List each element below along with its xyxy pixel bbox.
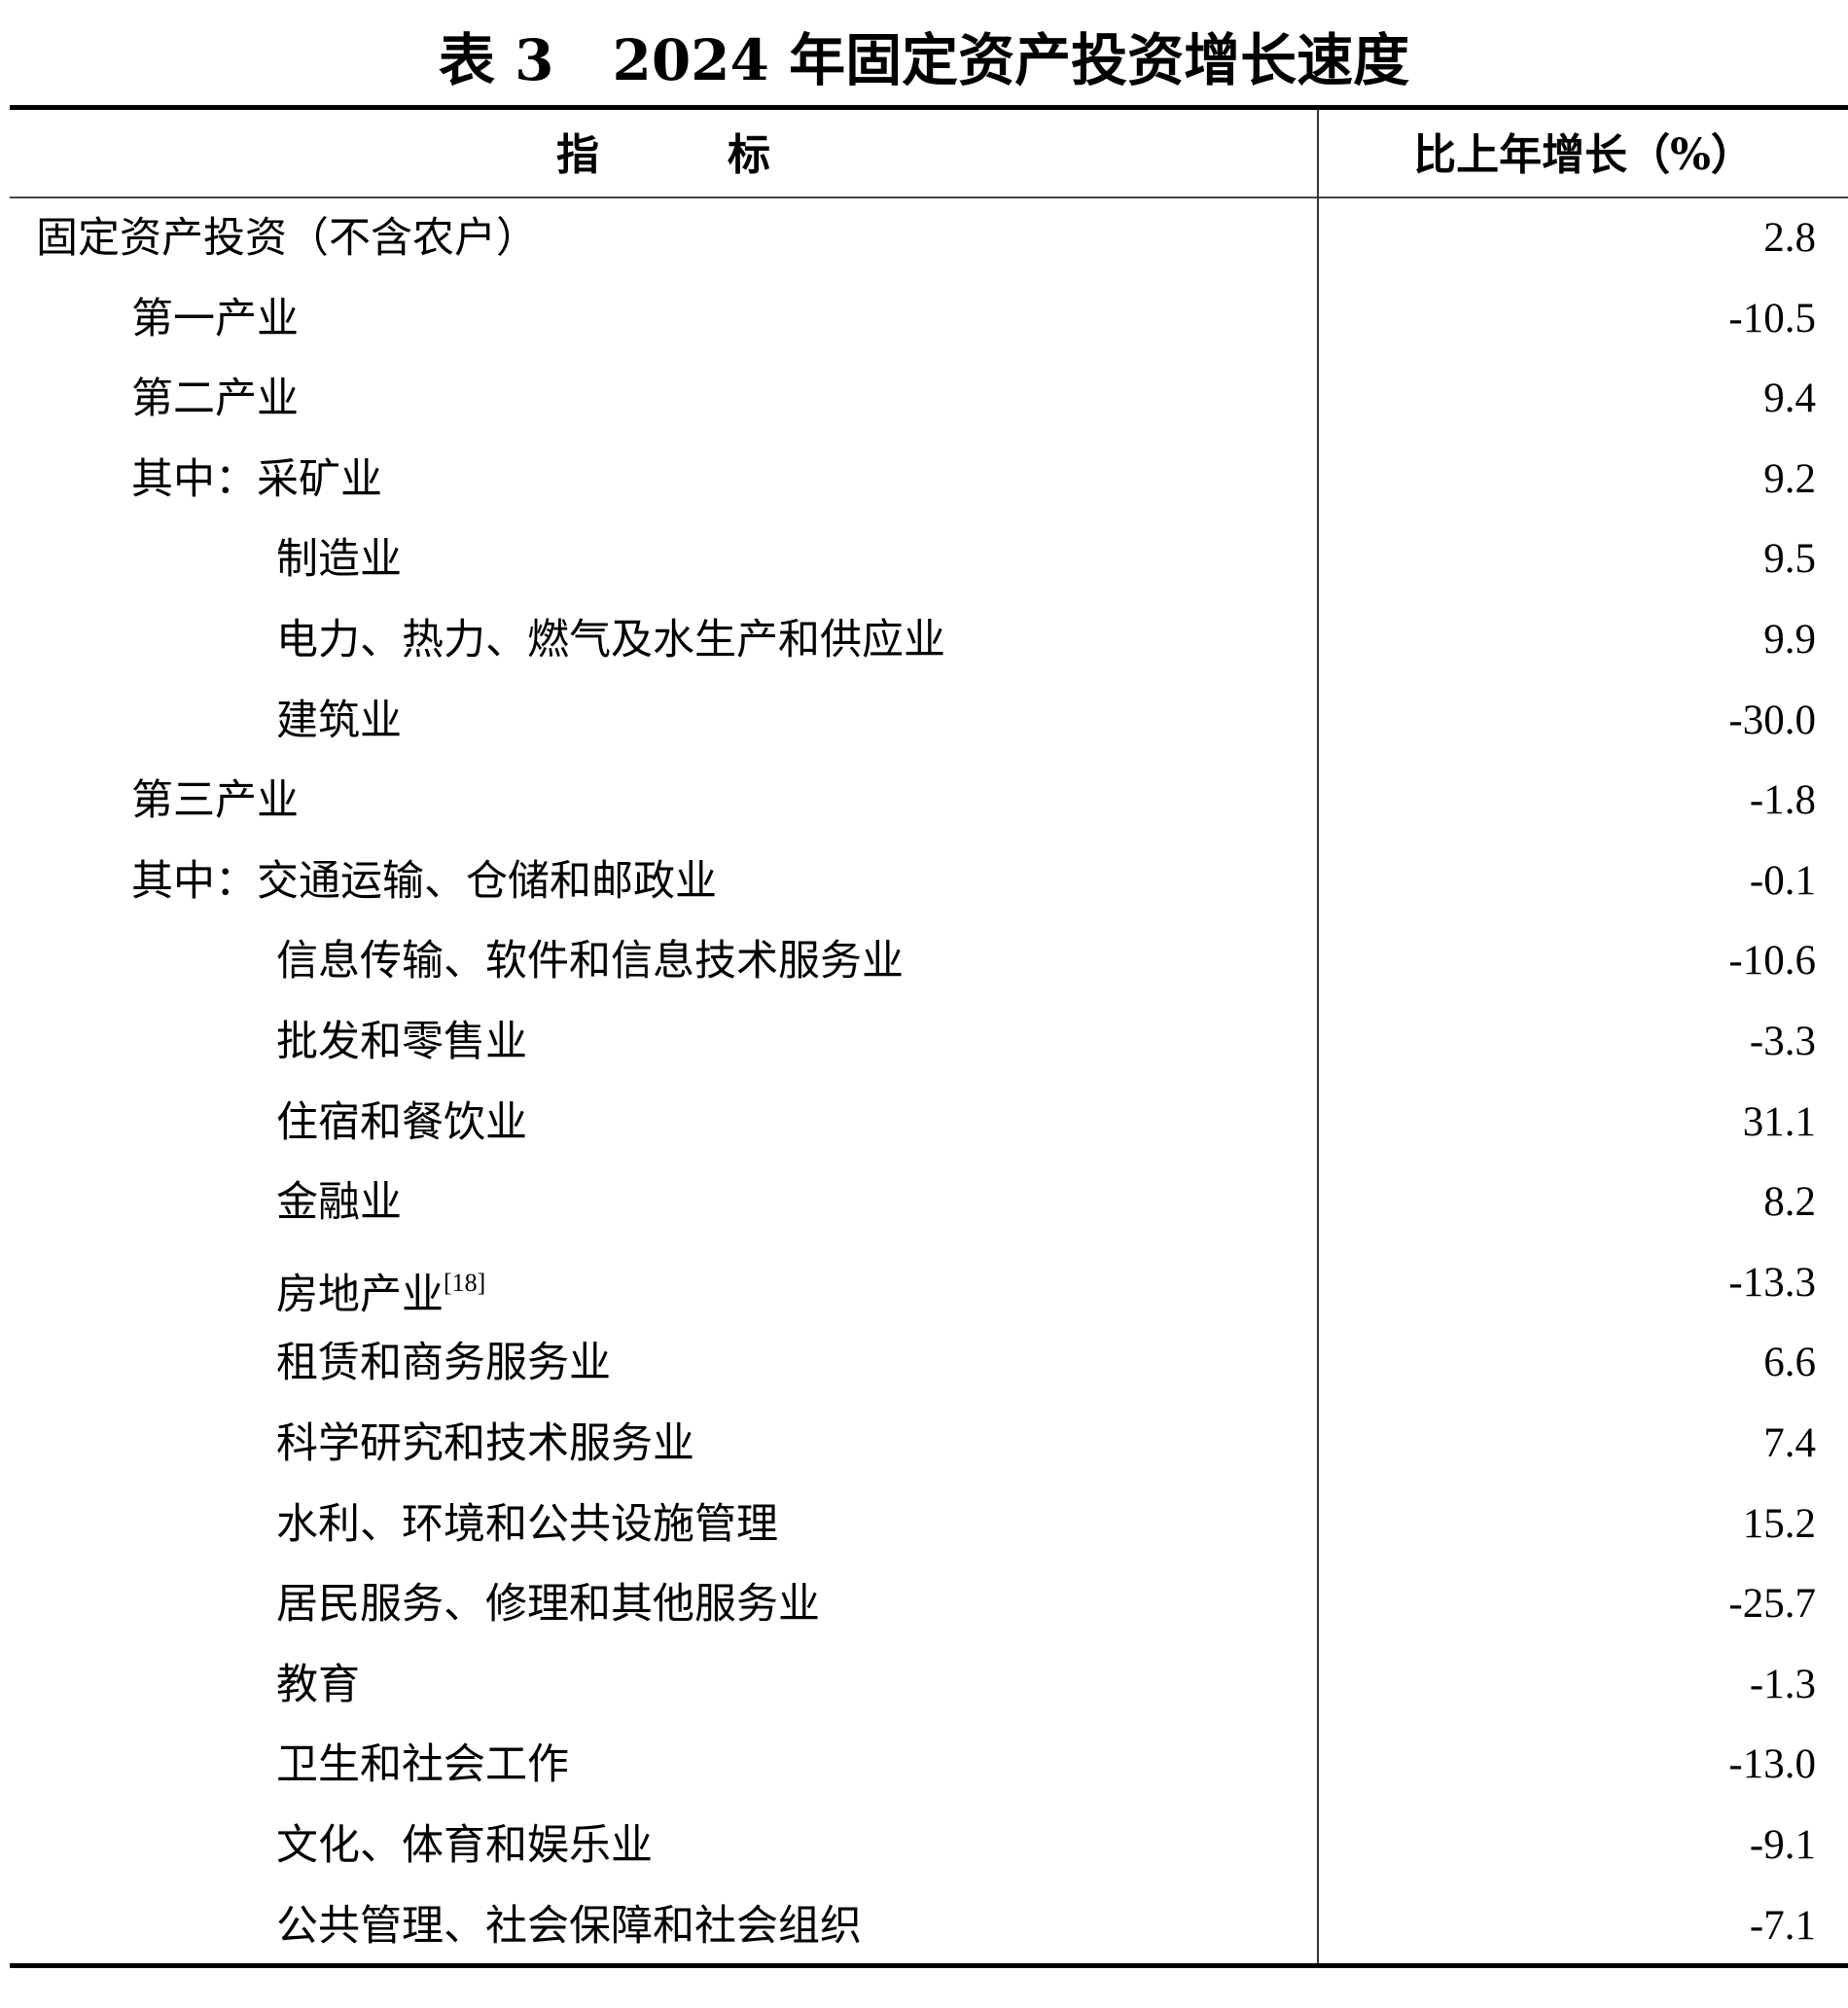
column-divider: [1317, 109, 1319, 1963]
table-row: 信息传输、软件和信息技术服务业 -10.6: [0, 921, 1848, 1001]
row-label: 房地产业[18]: [276, 1243, 485, 1335]
row-value: -10.5: [1728, 295, 1816, 341]
row-label-text: 固定资产投资（不含农户）: [36, 214, 538, 263]
row-value: 9.9: [1763, 617, 1816, 663]
row-value: -1.3: [1749, 1661, 1816, 1707]
header-rule: [10, 197, 1848, 198]
table-row: 住宿和餐饮业 31.1: [0, 1083, 1848, 1163]
table-title-text: 2024 年固定资产投资增长速度: [612, 27, 1410, 93]
table-row: 金融业 8.2: [0, 1163, 1848, 1242]
table-row: 房地产业[18] -13.3: [0, 1243, 1848, 1323]
row-label-text: 水利、环境和公共设施管理: [276, 1499, 778, 1549]
row-label: 第三产业: [131, 761, 299, 841]
table-row: 第二产业 9.4: [0, 359, 1848, 439]
row-label: 电力、热力、燃气及水生产和供应业: [276, 600, 945, 680]
row-label-text: 租赁和商务服务业: [276, 1339, 611, 1388]
row-label: 固定资产投资（不含农户）: [36, 198, 538, 278]
row-label: 住宿和餐饮业: [276, 1083, 527, 1163]
row-value: 15.2: [1742, 1500, 1816, 1547]
table-row: 第三产业 -1.8: [0, 761, 1848, 841]
row-label: 建筑业: [276, 681, 402, 761]
row-label: 其中：交通运输、仓储和邮政业: [131, 842, 717, 921]
row-value: 6.6: [1763, 1340, 1816, 1386]
row-label-text: 制造业: [276, 535, 402, 585]
table-row: 制造业 9.5: [0, 520, 1848, 599]
row-label-text: 教育: [276, 1660, 360, 1709]
table-row: 电力、热力、燃气及水生产和供应业 9.9: [0, 600, 1848, 680]
row-label: 居民服务、修理和其他服务业: [276, 1564, 820, 1644]
row-value: 31.1: [1742, 1098, 1816, 1145]
row-label-text: 住宿和餐饮业: [276, 1097, 527, 1147]
row-label-text: 文化、体育和娱乐业: [276, 1821, 653, 1870]
row-label-text: 信息传输、软件和信息技术服务业: [276, 937, 904, 986]
footnote-ref: [18]: [444, 1268, 486, 1297]
row-value: 9.4: [1763, 376, 1816, 422]
table-row: 公共管理、社会保障和社会组织 -7.1: [0, 1886, 1848, 1966]
row-label-text: 第一产业: [131, 294, 299, 343]
row-value: 9.5: [1763, 536, 1816, 583]
top-rule: [10, 105, 1848, 110]
row-label: 制造业: [276, 520, 402, 599]
table-title: 表 3 2024 年固定资产投资增长速度: [0, 21, 1848, 99]
row-value: 7.4: [1763, 1420, 1816, 1466]
row-value: -13.3: [1728, 1259, 1816, 1306]
row-value: -10.6: [1728, 938, 1816, 985]
row-label: 科学研究和技术服务业: [276, 1404, 694, 1484]
row-label: 批发和零售业: [276, 1002, 527, 1082]
row-label-text: 公共管理、社会保障和社会组织: [276, 1901, 862, 1951]
row-label-text: 居民服务、修理和其他服务业: [276, 1580, 820, 1630]
row-label-text: 第三产业: [131, 776, 299, 826]
row-value: -0.1: [1749, 857, 1816, 904]
table-row: 租赁和商务服务业 6.6: [0, 1323, 1848, 1403]
row-label: 公共管理、社会保障和社会组织: [276, 1886, 862, 1966]
table-row: 居民服务、修理和其他服务业 -25.7: [0, 1564, 1848, 1644]
table-row: 其中：采矿业 9.2: [0, 440, 1848, 520]
row-value: -9.1: [1749, 1822, 1816, 1868]
row-label-text: 科学研究和技术服务业: [276, 1419, 694, 1468]
row-label-text: 电力、热力、燃气及水生产和供应业: [276, 616, 945, 664]
table-row: 批发和零售业 -3.3: [0, 1002, 1848, 1082]
table-row: 固定资产投资（不含农户） 2.8: [0, 198, 1848, 278]
header-growth: 比上年增长（%）: [1413, 130, 1754, 180]
row-value: -1.8: [1749, 777, 1816, 824]
row-value: -30.0: [1728, 697, 1816, 743]
row-label-text: 批发和零售业: [276, 1018, 527, 1066]
header-indicator: 指 标: [556, 130, 770, 180]
table-row: 其中：交通运输、仓储和邮政业 -0.1: [0, 842, 1848, 921]
row-label-text: 房地产业: [276, 1270, 444, 1319]
row-label: 第一产业: [131, 279, 299, 359]
row-label-text: 第二产业: [131, 375, 299, 424]
row-label: 水利、环境和公共设施管理: [276, 1485, 778, 1564]
row-label-text: 卫生和社会工作: [276, 1740, 569, 1790]
row-label: 教育: [276, 1645, 360, 1725]
row-label-text: 其中：交通运输、仓储和邮政业: [131, 856, 717, 906]
row-label: 租赁和商务服务业: [276, 1323, 611, 1403]
row-value: 9.2: [1763, 455, 1816, 502]
row-label: 第二产业: [131, 359, 299, 439]
row-label: 信息传输、软件和信息技术服务业: [276, 921, 904, 1001]
row-value: -13.0: [1728, 1741, 1816, 1788]
row-value: -3.3: [1749, 1019, 1816, 1064]
row-label-text: 其中：采矿业: [131, 454, 382, 504]
row-label: 文化、体育和娱乐业: [276, 1806, 653, 1885]
table-row: 水利、环境和公共设施管理 15.2: [0, 1485, 1848, 1564]
row-label: 卫生和社会工作: [276, 1725, 569, 1805]
bottom-rule: [10, 1963, 1848, 1968]
row-label-text: 建筑业: [276, 696, 402, 745]
table-row: 科学研究和技术服务业 7.4: [0, 1404, 1848, 1484]
row-label: 金融业: [276, 1163, 402, 1242]
table-row: 卫生和社会工作 -13.0: [0, 1725, 1848, 1805]
row-value: 8.2: [1763, 1179, 1816, 1226]
table-row: 第一产业 -10.5: [0, 279, 1848, 359]
table-row: 建筑业 -30.0: [0, 681, 1848, 761]
table-number: 表 3: [438, 27, 554, 93]
row-value: -7.1: [1749, 1902, 1816, 1949]
row-value: -25.7: [1728, 1581, 1816, 1628]
table-row: 文化、体育和娱乐业 -9.1: [0, 1806, 1848, 1885]
row-label-text: 金融业: [276, 1178, 402, 1228]
table-row: 教育 -1.3: [0, 1645, 1848, 1725]
row-label: 其中：采矿业: [131, 440, 382, 520]
row-value: 2.8: [1763, 215, 1816, 261]
